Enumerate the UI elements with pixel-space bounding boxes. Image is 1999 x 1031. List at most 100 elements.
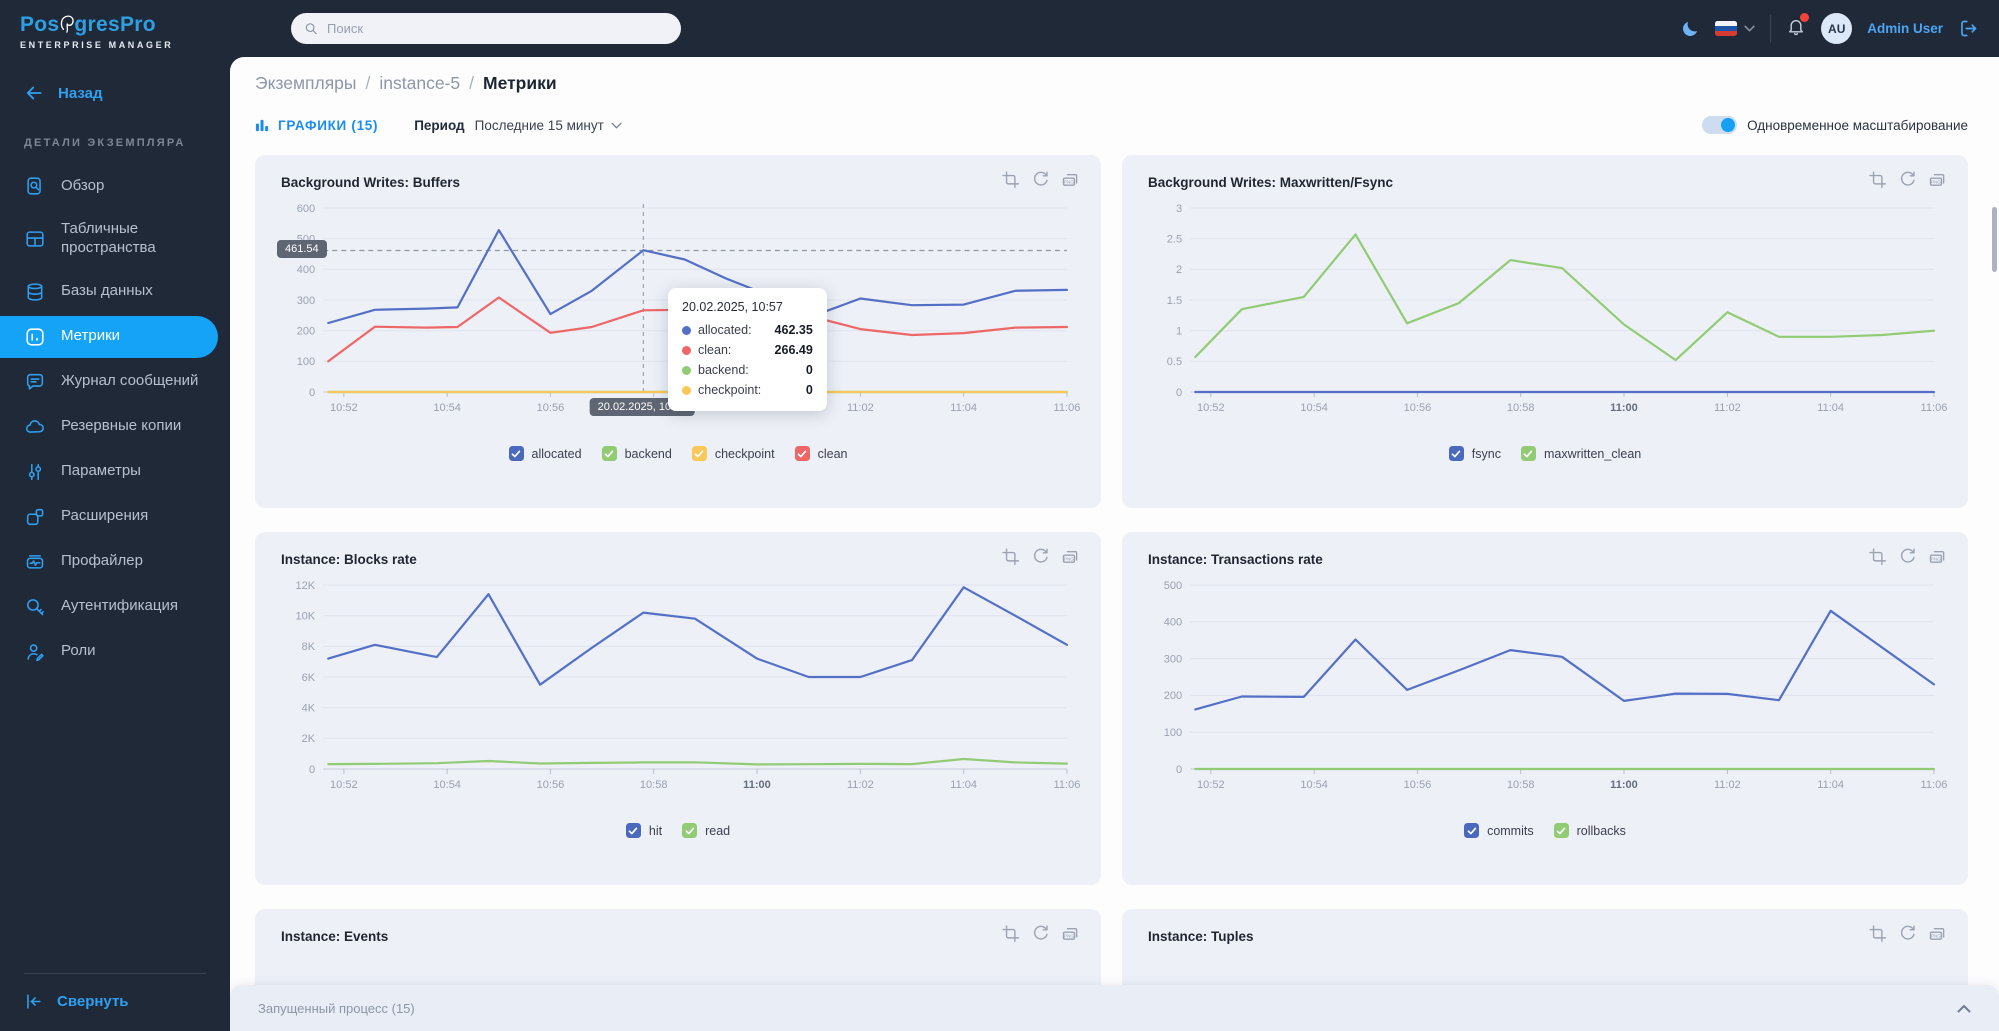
sidebar-item-tablespaces[interactable]: Табличные пространства [0,210,230,268]
export-png-icon[interactable]: PNG [1927,546,1948,567]
language-selector[interactable] [1715,21,1755,36]
svg-text:100: 100 [1164,727,1182,739]
zoom-select-icon[interactable] [1000,169,1021,190]
zoom-select-icon[interactable] [1000,546,1021,567]
refresh-icon[interactable] [1030,923,1051,944]
back-button[interactable]: Назад [0,57,230,111]
zoom-select-icon[interactable] [1867,546,1888,567]
legend-label: rollbacks [1576,823,1626,838]
zoom-select-icon[interactable] [1867,923,1888,944]
series-dot-icon [682,385,692,395]
chart-plot: 010020030040050060010:5210:5410:5610:581… [297,203,1081,414]
refresh-icon[interactable] [1897,169,1918,190]
svg-text:11:06: 11:06 [1921,402,1948,414]
user-pen-icon [24,641,46,663]
toggle-knob [1721,118,1736,132]
search-input[interactable] [327,21,668,36]
database-icon [24,281,46,303]
legend-label: checkpoint [714,446,775,461]
legend-label: fsync [1471,446,1501,461]
sidebar: Pos gresPro ENTERPRISE MANAGER Назад ДЕТА… [0,0,230,1031]
search-bar[interactable] [291,13,681,44]
sidebar-item-parameters[interactable]: Параметры [0,451,230,493]
export-png-icon[interactable]: PNG [1927,169,1948,190]
breadcrumb-instances[interactable]: Экземпляры [255,73,357,93]
export-png-icon[interactable]: PNG [1060,546,1081,567]
period-select[interactable]: Последние 15 минут [475,118,622,133]
tooltip-row: checkpoint: 0 [682,383,813,397]
breadcrumb-instance-5[interactable]: instance-5 [379,73,461,93]
sidebar-item-overview[interactable]: Обзор [0,165,230,207]
refresh-icon[interactable] [1030,169,1051,190]
export-png-icon[interactable]: PNG [1060,923,1081,944]
checkbox-checked-icon [682,823,698,838]
chevron-up-icon[interactable] [1957,1004,1971,1013]
sidebar-item-metrics[interactable]: Метрики [0,315,218,358]
sidebar-item-label: Метрики [61,327,121,345]
zoom-select-icon[interactable] [1867,169,1888,190]
svg-text:11:02: 11:02 [1714,779,1741,791]
svg-text:11:04: 11:04 [1817,402,1844,414]
chart-card-1: Background Writes: Maxwritten/Fsync PNG 0 0… [1122,155,1968,508]
export-png-icon[interactable]: PNG [1060,169,1081,190]
svg-text:11:06: 11:06 [1921,779,1948,791]
legend-checkbox-hit[interactable]: hit [625,823,662,838]
legend-checkbox-checkpoint[interactable]: checkpoint [691,446,775,461]
chart-actions: PNG [1000,546,1081,567]
dark-mode-moon-icon[interactable] [1680,19,1700,39]
svg-text:0.5: 0.5 [1167,356,1182,368]
legend-checkbox-allocated[interactable]: allocated [508,446,582,461]
chart-title: Background Writes: Maxwritten/Fsync [1148,175,1394,190]
chart-actions: PNG [1000,169,1081,190]
refresh-icon[interactable] [1897,923,1918,944]
topbar-divider [1770,14,1772,43]
cloud-icon [24,416,46,438]
legend-checkbox-commits[interactable]: commits [1464,823,1534,838]
legend-checkbox-maxwritten_clean[interactable]: maxwritten_clean [1520,446,1641,461]
svg-text:11:00: 11:00 [1610,402,1638,414]
chart-title: Instance: Events [281,929,389,944]
svg-text:8K: 8K [302,641,316,653]
export-png-icon[interactable]: PNG [1927,923,1948,944]
logo-subtitle: ENTERPRISE MANAGER [20,40,174,50]
sidebar-item-profiler[interactable]: Профайлер [0,541,230,583]
sidebar-item-authentication[interactable]: Аутентификация [0,586,230,628]
legend-checkbox-fsync[interactable]: fsync [1448,446,1501,461]
svg-text:0: 0 [1176,764,1182,776]
svg-text:400: 400 [1164,617,1182,629]
svg-text:10:54: 10:54 [433,402,461,414]
chart-legend: commits rollbacks [1142,823,1948,838]
sidebar-item-databases[interactable]: Базы данных [0,271,230,313]
sidebar-item-message-log[interactable]: Журнал сообщений [0,361,230,403]
refresh-icon[interactable] [1030,546,1051,567]
avatar[interactable]: AU [1821,13,1853,44]
series-dot-icon [682,345,692,355]
waveform-icon [24,551,46,573]
svg-text:6K: 6K [302,672,316,684]
svg-text:600: 600 [297,203,315,215]
tooltip-row: backend: 0 [682,363,813,377]
notifications-button[interactable] [1786,12,1810,42]
legend-checkbox-rollbacks[interactable]: rollbacks [1553,823,1626,838]
period-control: Период Последние 15 минут [414,118,622,133]
scrollbar-thumb[interactable] [1992,207,1997,272]
refresh-icon[interactable] [1897,546,1918,567]
sidebar-item-extensions[interactable]: Расширения [0,496,230,538]
sync-scaling-toggle[interactable] [1702,116,1738,134]
tab-charts[interactable]: ГРАФИКИ (15) [255,118,378,133]
legend-checkbox-backend[interactable]: backend [601,446,672,461]
legend-checkbox-read[interactable]: read [682,823,730,838]
svg-text:0: 0 [1176,387,1182,399]
svg-text:4K: 4K [302,703,316,715]
svg-text:2: 2 [1176,264,1182,276]
speech-bubble-icon [24,371,46,393]
logout-icon[interactable] [1958,18,1979,39]
svg-text:PNG: PNG [1064,180,1074,185]
zoom-select-icon[interactable] [1000,923,1021,944]
sidebar-item-backups[interactable]: Резервные копии [0,406,230,448]
user-name[interactable]: Admin User [1867,21,1943,36]
sidebar-item-roles[interactable]: Роли [0,631,230,673]
collapse-sidebar-button[interactable]: Свернуть [0,992,230,1011]
notification-badge-dot [1800,12,1810,22]
legend-checkbox-clean[interactable]: clean [794,446,847,461]
